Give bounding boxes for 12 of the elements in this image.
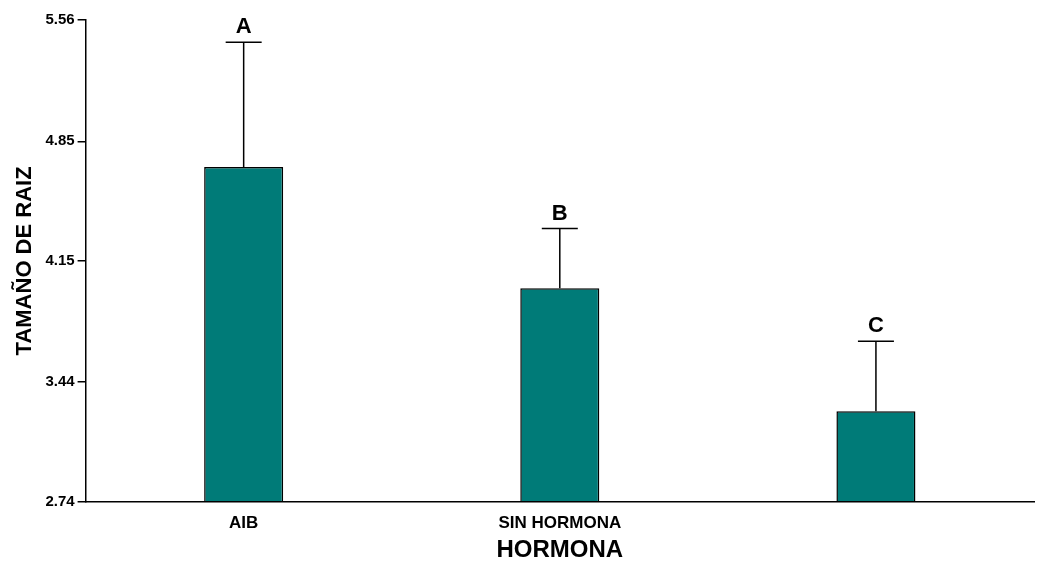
y-tick-label: 2.74: [45, 491, 76, 509]
y-tick-label: 4.15: [45, 251, 75, 269]
y-axis-title: TAMAÑO DE RAIZ: [11, 166, 37, 356]
x-axis-title: HORMONA: [496, 535, 624, 563]
x-tick-label: AIB: [229, 512, 259, 532]
x-tick-label: SIN HORMONA: [498, 512, 622, 532]
annotation: C: [867, 312, 884, 338]
annotation: A: [235, 13, 252, 39]
y-tick-label: 4.85: [45, 131, 75, 149]
y-tick-label: 3.44: [45, 372, 76, 390]
annotation: B: [551, 199, 568, 225]
y-tick-label: 5.56: [45, 10, 75, 28]
